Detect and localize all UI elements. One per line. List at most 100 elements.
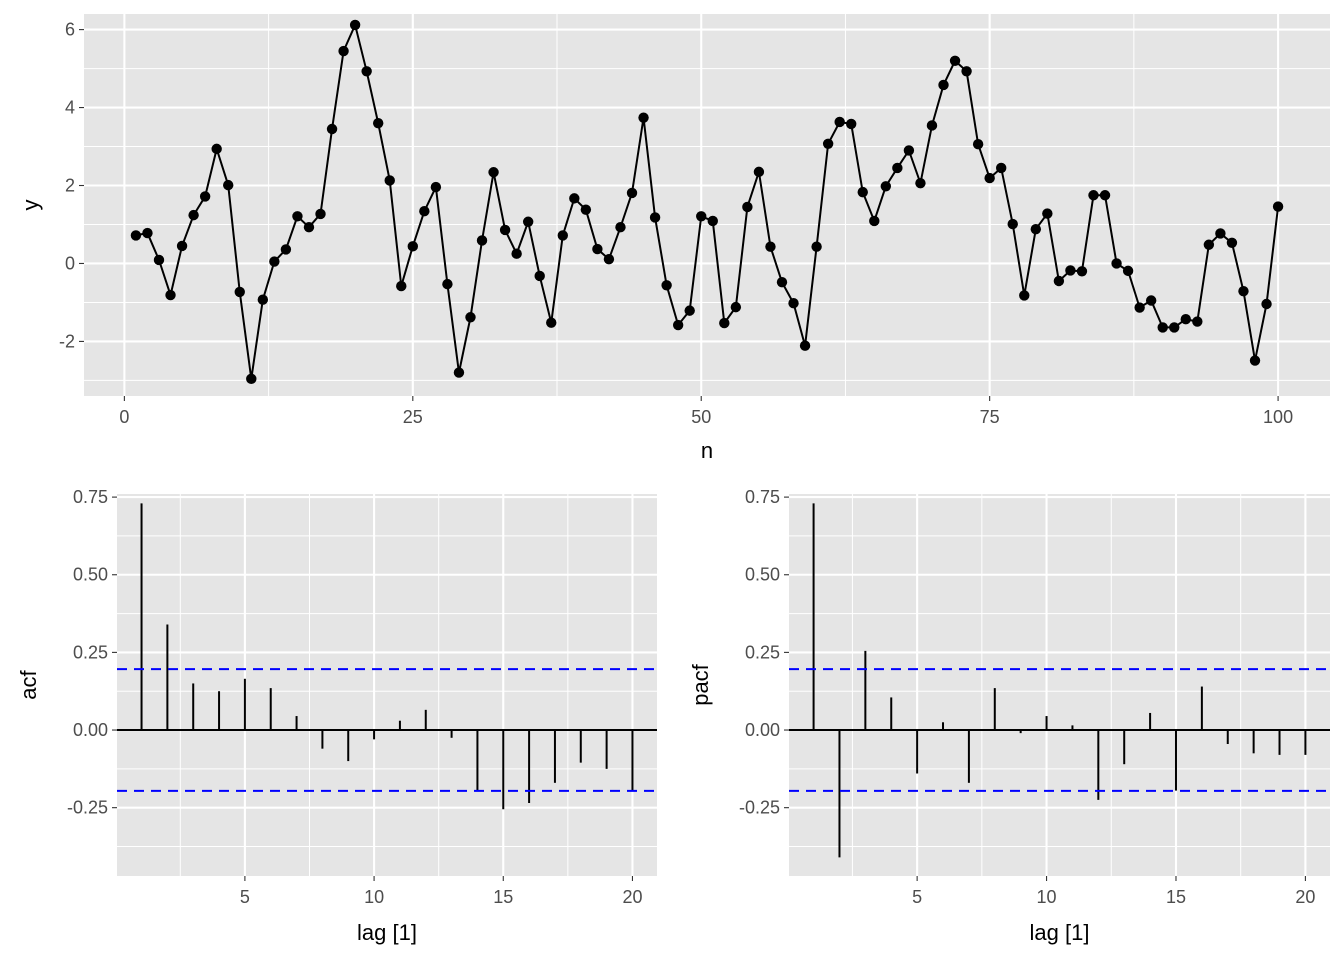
series-point xyxy=(730,301,742,313)
series-point xyxy=(603,253,615,265)
series-point xyxy=(1088,190,1099,201)
pacf-y-axis-title: pacf xyxy=(688,663,713,705)
acf-y-tick-label: 0.25 xyxy=(73,642,108,662)
series-point xyxy=(246,373,257,385)
series-point xyxy=(476,235,488,246)
series-point xyxy=(1099,190,1111,201)
series-point xyxy=(938,79,949,91)
series-point xyxy=(822,138,834,150)
series-point xyxy=(1261,298,1272,310)
series-point xyxy=(280,244,292,255)
series-point xyxy=(165,289,176,301)
series-x-axis-title: n xyxy=(701,438,713,463)
series-point xyxy=(580,204,592,215)
series-point xyxy=(592,243,603,255)
series-x-tick-label: 0 xyxy=(119,407,129,427)
series-point xyxy=(1180,314,1191,325)
series-point xyxy=(211,143,222,155)
series-point xyxy=(949,55,961,66)
series-panel-background xyxy=(84,14,1330,396)
series-y-tick-label: 6 xyxy=(65,20,75,40)
series-point xyxy=(338,45,349,57)
acf-x-tick-label: 20 xyxy=(622,887,642,907)
acf-x-tick-label: 5 xyxy=(240,887,250,907)
series-point xyxy=(684,305,695,316)
series-point xyxy=(1065,265,1076,276)
series-point xyxy=(396,280,407,292)
series-point xyxy=(1053,275,1065,287)
series-point xyxy=(1076,266,1088,277)
series-point xyxy=(915,177,926,189)
series-point xyxy=(995,162,1007,174)
series-point xyxy=(488,167,499,178)
pacf-y-tick-label: 0.00 xyxy=(745,720,780,740)
series-point xyxy=(672,319,684,331)
series-point xyxy=(315,208,326,220)
acf-y-tick-label: 0.50 xyxy=(73,565,108,585)
series-point xyxy=(753,166,765,178)
series-point xyxy=(407,241,419,252)
series-x-tick-label: 50 xyxy=(691,407,711,427)
series-point xyxy=(1192,316,1203,327)
pacf-x-axis-title: lag [1] xyxy=(1030,920,1090,945)
series-y-axis-title: y xyxy=(18,200,43,211)
series-point xyxy=(1226,237,1238,249)
pacf-panel-background xyxy=(789,494,1330,876)
series-y-tick-label: 4 xyxy=(65,98,75,118)
series-y-tick-label: -2 xyxy=(59,331,75,351)
series-point xyxy=(1215,228,1226,239)
pacf-y-tick-label: 0.50 xyxy=(745,565,780,585)
series-point xyxy=(153,254,165,266)
acf-y-axis-title: acf xyxy=(16,669,41,699)
series-point xyxy=(326,123,338,135)
series-point xyxy=(430,181,442,193)
pacf-y-tick-label: -0.25 xyxy=(739,798,780,818)
series-point xyxy=(303,222,315,233)
series-point xyxy=(130,230,142,241)
series-point xyxy=(372,117,384,129)
series-x-tick-label: 25 xyxy=(403,407,423,427)
acf-x-axis-title: lag [1] xyxy=(357,920,417,945)
series-point xyxy=(142,227,153,239)
series-point xyxy=(269,256,280,267)
series-point xyxy=(234,286,245,298)
acf-y-tick-label: 0.75 xyxy=(73,487,108,507)
series-point xyxy=(361,66,372,77)
series-point xyxy=(546,317,557,328)
series-point xyxy=(926,120,938,131)
series-point xyxy=(638,112,649,123)
series-point xyxy=(1042,208,1053,219)
pacf-x-tick-label: 10 xyxy=(1037,887,1057,907)
series-point xyxy=(869,215,880,227)
pacf-x-tick-label: 5 xyxy=(912,887,922,907)
series-point xyxy=(742,201,753,213)
acf-x-tick-label: 10 xyxy=(364,887,384,907)
series-point xyxy=(765,241,776,252)
series-point xyxy=(1007,218,1018,230)
series-point xyxy=(1272,201,1284,212)
series-point xyxy=(649,212,661,223)
series-point xyxy=(799,340,811,351)
series-point xyxy=(626,187,638,199)
series-y-tick-label: 0 xyxy=(65,253,75,273)
series-point xyxy=(788,298,799,309)
series-point xyxy=(903,145,915,156)
series-point xyxy=(223,179,234,191)
series-point xyxy=(707,215,718,227)
acf-panel: 5 10 15 20 -0.25 0.00 0.25 0.50 0.75 lag [1] acf xyxy=(16,487,657,945)
pacf-panel: 5 10 15 20 -0.25 0.00 0.25 0.50 0.75 lag [1] pacf xyxy=(688,487,1330,945)
series-point xyxy=(1169,322,1180,333)
series-point xyxy=(719,317,730,329)
series-point xyxy=(292,211,303,222)
series-point xyxy=(857,186,868,198)
series-point xyxy=(1249,355,1261,366)
series-point xyxy=(1157,322,1168,333)
series-point xyxy=(199,191,211,202)
series-point xyxy=(1019,290,1030,301)
series-point xyxy=(892,162,903,174)
series-point xyxy=(419,206,430,217)
series-point xyxy=(1122,265,1134,277)
series-point xyxy=(961,66,972,77)
series-point xyxy=(1134,302,1145,313)
series-line xyxy=(135,21,1280,379)
